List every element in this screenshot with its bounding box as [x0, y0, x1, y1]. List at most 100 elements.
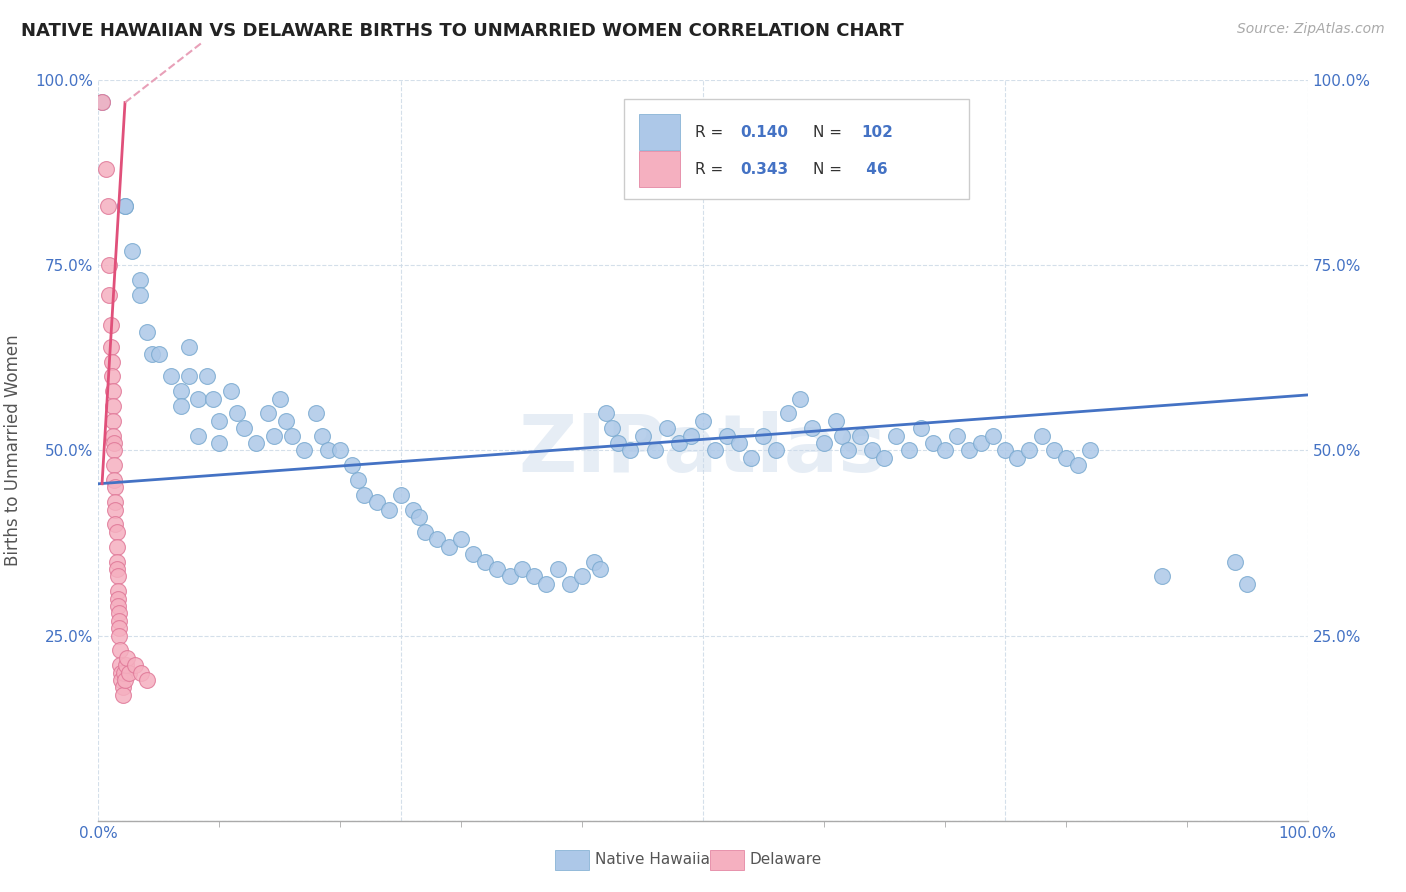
Point [1152, 569, 1174, 583]
Point [179, 340, 201, 354]
Point [160, 369, 183, 384]
Point [437, 540, 460, 554]
Point [831, 428, 853, 442]
Point [141, 347, 163, 361]
Point [1031, 428, 1053, 442]
Point [631, 428, 654, 442]
Point [342, 458, 364, 473]
Point [728, 436, 751, 450]
Point [91, 95, 114, 110]
Point [112, 665, 135, 680]
Point [825, 414, 848, 428]
Text: 0.140: 0.140 [741, 125, 789, 140]
Point [100, 354, 122, 368]
Point [135, 325, 157, 339]
FancyBboxPatch shape [624, 99, 969, 199]
Point [195, 369, 218, 384]
Text: N =: N = [813, 125, 846, 140]
Point [498, 569, 520, 583]
Point [187, 392, 209, 406]
Point [107, 599, 129, 613]
Point [644, 443, 666, 458]
Point [366, 495, 388, 509]
Point [981, 428, 1004, 442]
Point [619, 443, 641, 458]
Point [970, 436, 993, 450]
Point [103, 458, 125, 473]
Text: N =: N = [813, 161, 846, 177]
Point [208, 436, 231, 450]
Point [595, 407, 617, 421]
Point [269, 392, 291, 406]
Point [668, 436, 690, 450]
Point [776, 407, 799, 421]
Point [607, 436, 630, 450]
Text: 0.343: 0.343 [741, 161, 789, 177]
Point [353, 488, 375, 502]
Point [389, 488, 412, 502]
Point [1054, 450, 1077, 465]
Point [202, 392, 225, 406]
Point [104, 502, 127, 516]
Point [1078, 443, 1101, 458]
Point [704, 443, 727, 458]
Point [148, 347, 170, 361]
Point [474, 555, 496, 569]
Point [316, 443, 339, 458]
Point [101, 384, 124, 399]
Point [108, 614, 131, 628]
Point [1042, 443, 1064, 458]
Point [849, 428, 872, 442]
Text: NATIVE HAWAIIAN VS DELAWARE BIRTHS TO UNMARRIED WOMEN CORRELATION CHART: NATIVE HAWAIIAN VS DELAWARE BIRTHS TO UN… [21, 22, 904, 40]
Point [408, 510, 430, 524]
Point [121, 244, 143, 258]
Point [105, 524, 128, 539]
Point [108, 643, 131, 657]
Point [101, 399, 124, 413]
Point [534, 576, 557, 591]
Point [105, 540, 128, 554]
Point [128, 273, 150, 287]
Point [118, 665, 141, 680]
Point [114, 673, 136, 687]
Point [547, 562, 569, 576]
Point [413, 524, 436, 539]
Point [104, 480, 127, 494]
Point [957, 443, 980, 458]
Point [100, 318, 122, 332]
Point [813, 436, 835, 450]
Point [226, 407, 249, 421]
Point [108, 607, 131, 621]
Y-axis label: Births to Unmarried Women: Births to Unmarried Women [4, 334, 21, 566]
Point [886, 428, 908, 442]
Point [934, 443, 956, 458]
Point [765, 443, 787, 458]
Point [135, 673, 157, 687]
Text: 46: 46 [862, 161, 889, 177]
Point [103, 436, 125, 450]
Point [305, 407, 328, 421]
Point [232, 421, 254, 435]
Point [208, 414, 231, 428]
Point [1007, 450, 1029, 465]
Point [91, 95, 114, 110]
Point [897, 443, 920, 458]
Point [921, 436, 943, 450]
Point [97, 199, 120, 213]
Point [114, 199, 136, 213]
Point [655, 421, 678, 435]
Point [860, 443, 883, 458]
Point [994, 443, 1017, 458]
Point [910, 421, 932, 435]
Point [752, 428, 775, 442]
Point [104, 495, 127, 509]
Point [679, 428, 702, 442]
Point [129, 665, 152, 680]
Point [583, 555, 606, 569]
Point [107, 591, 129, 606]
Text: R =: R = [695, 125, 728, 140]
Point [94, 162, 117, 177]
Text: 102: 102 [862, 125, 893, 140]
Point [104, 517, 127, 532]
Point [789, 392, 811, 406]
